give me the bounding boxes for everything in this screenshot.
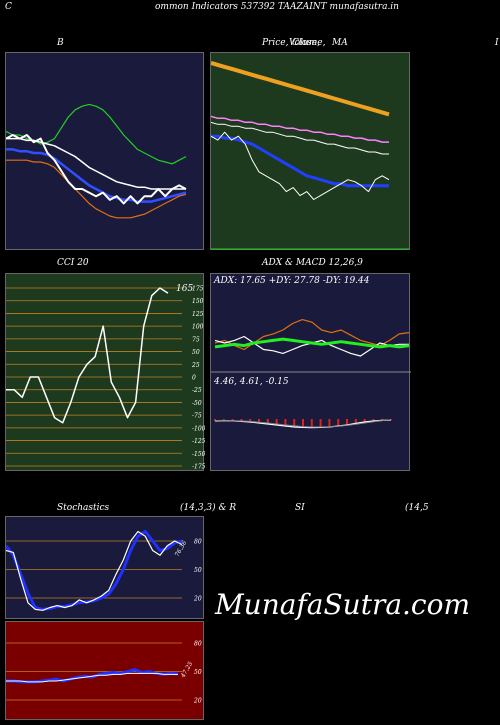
cci-tick-label: 150 xyxy=(192,298,204,305)
bollinger-series-3 xyxy=(6,148,187,203)
cci-tick-label: -125 xyxy=(192,438,205,445)
header-left-letter: C xyxy=(5,2,12,12)
cci-line xyxy=(6,287,169,424)
volume-label: Volume, xyxy=(289,38,326,48)
cci-tick-label: 125 xyxy=(192,311,204,318)
cci-tick-label: 175 xyxy=(192,286,204,293)
adx-label: ADX & MACD 12,26,9 xyxy=(262,258,363,268)
stoch-k-line xyxy=(6,530,183,611)
adx-panel xyxy=(210,273,411,471)
bollinger-series-5 xyxy=(6,134,187,205)
cci-tick-label: 25 xyxy=(191,362,200,369)
price-series-4 xyxy=(211,134,389,188)
price-panel xyxy=(210,52,410,250)
rsi-tick-label: 50 xyxy=(194,669,202,676)
bollinger-series-4 xyxy=(6,159,187,219)
macd-readout: 4.46, 4.61, -0.15 xyxy=(214,377,289,387)
cci-tick-label: -75 xyxy=(192,413,202,420)
ma-label: MA xyxy=(332,38,348,48)
rsi-label: SI xyxy=(295,503,305,513)
stoch-tick-label: 80 xyxy=(194,539,202,546)
stoch-panel: 80 50 20 76.36 xyxy=(5,516,204,619)
cci-tick-label: 0 xyxy=(192,375,196,382)
rsi-signal-line xyxy=(6,672,178,683)
cci-tick-label: 75 xyxy=(192,336,200,343)
price-series-5 xyxy=(211,131,390,200)
cci-panel: 175 150 125 100 75 50 25 0 -25 -50 -75 -100 -125 -150… xyxy=(5,273,205,471)
bollinger-series-1 xyxy=(6,103,187,165)
cci-tick-label: -25 xyxy=(192,387,202,394)
price-series-2 xyxy=(211,115,389,143)
price-label: Price, xyxy=(262,38,289,48)
stoch-params: (14,3,3) & R xyxy=(180,503,237,513)
price-series-1 xyxy=(211,60,390,117)
cci-value-label: 165 xyxy=(176,284,193,294)
close-label: Close, xyxy=(292,38,320,48)
cci-tick-label: 100 xyxy=(192,324,204,331)
cci-label: CCI 20 xyxy=(57,258,89,268)
bollinger-label: B xyxy=(57,38,64,48)
stoch-d-line xyxy=(6,530,183,611)
stoch-tick-label: 20 xyxy=(193,596,202,603)
header-title: ommon Indicators 537392 TAAZAINT munafas… xyxy=(155,2,399,12)
stoch-label: Stochastics xyxy=(57,503,110,513)
stoch-tick-label: 50 xyxy=(194,567,202,574)
macd-signal xyxy=(215,419,392,428)
cci-tick-label: -150 xyxy=(192,451,205,458)
rsi-panel: 80 50 20 47.25 xyxy=(5,621,204,720)
rsi-value-label: 47.25 xyxy=(179,660,194,679)
watermark: MunafaSutra.com xyxy=(215,588,471,621)
cci-tick-label: -50 xyxy=(192,400,202,407)
right-edge-label: I xyxy=(495,38,499,48)
adx-line xyxy=(214,337,410,349)
bollinger-series-2 xyxy=(6,137,186,190)
cci-tick-label: -100 xyxy=(192,425,205,432)
rsi-tick-label: 80 xyxy=(194,641,202,648)
bollinger-panel xyxy=(5,52,204,250)
adx-readout: ADX: 17.65 +DY: 27.78 -DY: 19.44 xyxy=(214,276,370,286)
cci-tick-label: -175 xyxy=(192,464,205,471)
price-series-3 xyxy=(211,121,389,155)
rsi-params: (14,5 xyxy=(405,503,429,513)
rsi-tick-label: 20 xyxy=(193,698,202,705)
cci-tick-label: 50 xyxy=(192,349,200,356)
